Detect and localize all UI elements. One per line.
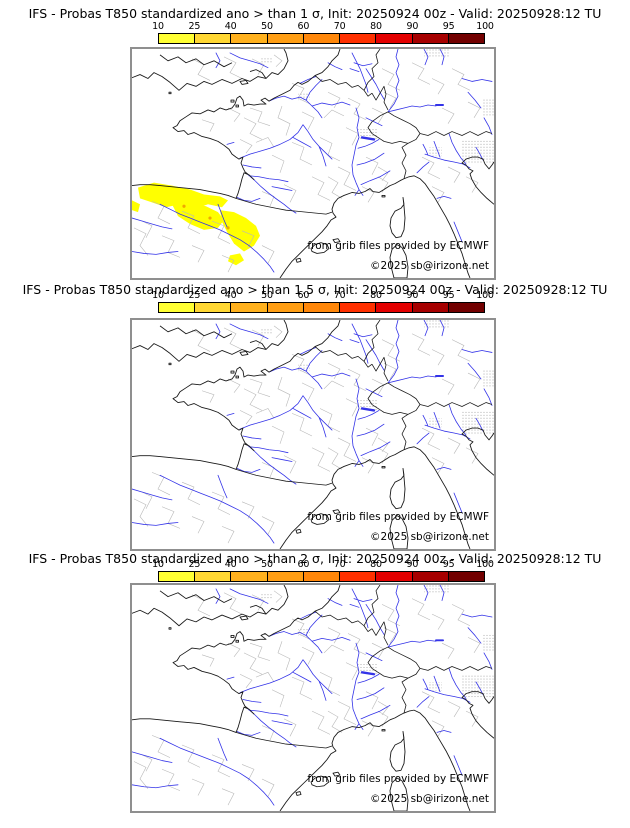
colorbar-tick-label: 60	[297, 290, 310, 301]
colorbar-cell	[376, 572, 413, 581]
colorbar-cell	[195, 572, 232, 581]
panel-1-title: IFS - Probas T850 standardized ano > tha…	[28, 6, 602, 21]
colorbar-cell	[412, 34, 449, 43]
colorbar-tick-label: 10	[152, 290, 164, 301]
panel-3-colorbar-ticks: 10 25 40 50 60 70 80 90 95 100	[152, 559, 494, 570]
colorbar-tick-label: 60	[297, 559, 310, 570]
colorbar-cell	[159, 303, 196, 312]
colorbar-tick-label: 95	[442, 559, 455, 570]
colorbar-tick-label: 80	[370, 21, 382, 32]
colorbar-tick-label: 25	[188, 559, 201, 570]
map-svg	[132, 585, 494, 811]
colorbar-tick-label: 40	[224, 21, 237, 32]
colorbar-cell	[303, 303, 341, 312]
colorbar-cell	[340, 303, 377, 312]
rivers	[132, 585, 493, 806]
ecmwf-attribution: from grib files provided by ECMWF	[307, 240, 489, 252]
colorbar-tick-label: 50	[261, 290, 273, 301]
colorbar-cell	[448, 34, 484, 43]
panel-2-colorbar	[158, 302, 485, 313]
panel-2-colorbar-ticks: 10 25 40 50 60 70 80 90 95 100	[152, 290, 494, 301]
colorbar-tick-label: 80	[370, 290, 382, 301]
probability-region	[228, 253, 244, 266]
colorbar-tick-label: 90	[406, 559, 419, 570]
colorbar-cell	[340, 572, 377, 581]
coastlines-borders	[132, 585, 494, 811]
probability-region	[132, 200, 140, 213]
probability-spot	[182, 204, 186, 208]
coastlines-borders	[132, 49, 494, 278]
colorbar-cell	[231, 303, 268, 312]
colorbar-cell	[448, 303, 484, 312]
map-svg	[132, 320, 494, 549]
colorbar-tick-label: 80	[370, 559, 382, 570]
colorbar-tick-label: 70	[333, 559, 346, 570]
admin-boundaries	[133, 325, 481, 544]
colorbar-tick-label: 100	[476, 290, 494, 301]
panel-1-map: from grib files provided by ECMWF ©2025 …	[130, 47, 496, 280]
panel-3-map: from grib files provided by ECMWF ©2025 …	[130, 583, 496, 813]
colorbar-cell	[267, 572, 304, 581]
urban-areas	[260, 320, 494, 435]
colorbar-cell	[376, 34, 413, 43]
panel-2-title: IFS - Probas T850 standardized ano > tha…	[22, 282, 608, 297]
copyright-attribution: ©2025 sb@irizone.net	[370, 531, 489, 543]
colorbar-cell	[448, 572, 484, 581]
rivers	[132, 320, 493, 544]
colorbar-tick-label: 50	[261, 559, 273, 570]
panel-3-colorbar	[158, 571, 485, 582]
colorbar-cell	[195, 303, 232, 312]
colorbar-cell	[159, 572, 196, 581]
colorbar-cell	[340, 34, 377, 43]
colorbar-cell	[412, 572, 449, 581]
colorbar-tick-label: 100	[476, 559, 494, 570]
colorbar-cell	[231, 34, 268, 43]
colorbar-cell	[303, 572, 341, 581]
ecmwf-attribution: from grib files provided by ECMWF	[307, 773, 489, 785]
colorbar-tick-label: 90	[406, 21, 419, 32]
map-svg	[132, 49, 494, 278]
colorbar-tick-label: 25	[188, 290, 201, 301]
colorbar-tick-label: 60	[297, 21, 310, 32]
colorbar-cell	[267, 34, 304, 43]
panel-1-colorbar-ticks: 10 25 40 50 60 70 80 90 95 100	[152, 21, 494, 32]
colorbar-tick-label: 50	[261, 21, 273, 32]
rivers	[132, 49, 493, 273]
colorbar-tick-label: 25	[188, 21, 201, 32]
colorbar-tick-label: 40	[224, 559, 237, 570]
colorbar-tick-label: 95	[442, 21, 455, 32]
probability-region	[172, 202, 224, 230]
copyright-attribution: ©2025 sb@irizone.net	[370, 793, 489, 805]
colorbar-tick-label: 10	[152, 559, 164, 570]
copyright-attribution: ©2025 sb@irizone.net	[370, 260, 489, 272]
colorbar-tick-label: 95	[442, 290, 455, 301]
panel-1-colorbar	[158, 33, 485, 44]
colorbar-cell	[303, 34, 341, 43]
panel-2-map: from grib files provided by ECMWF ©2025 …	[130, 318, 496, 551]
urban-areas	[260, 585, 494, 698]
probability-spot	[208, 216, 212, 220]
coastlines-borders	[132, 320, 494, 549]
probability-region	[138, 182, 228, 210]
colorbar-tick-label: 100	[476, 21, 494, 32]
probability-region	[220, 210, 260, 252]
colorbar-tick-label: 70	[333, 290, 346, 301]
colorbar-cell	[159, 34, 196, 43]
colorbar-cell	[412, 303, 449, 312]
panel-3-title: IFS - Probas T850 standardized ano > tha…	[28, 551, 602, 566]
colorbar-cell	[195, 34, 232, 43]
probability-overlay	[132, 182, 260, 266]
ecmwf-attribution: from grib files provided by ECMWF	[307, 511, 489, 523]
colorbar-tick-label: 40	[224, 290, 237, 301]
colorbar-tick-label: 90	[406, 290, 419, 301]
colorbar-tick-label: 70	[333, 21, 346, 32]
colorbar-cell	[376, 303, 413, 312]
colorbar-cell	[267, 303, 304, 312]
colorbar-tick-label: 10	[152, 21, 164, 32]
urban-areas	[260, 49, 494, 164]
colorbar-cell	[231, 572, 268, 581]
